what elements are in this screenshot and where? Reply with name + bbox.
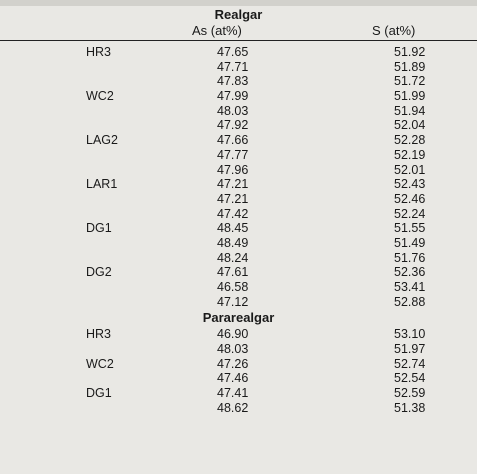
as-value: 47.83 [217, 74, 249, 89]
s-value: 52.28 [394, 133, 426, 148]
s-value: 52.04 [394, 118, 426, 133]
as-value: 46.58 [217, 280, 249, 294]
table-row: 48.03 51.97 [0, 342, 477, 357]
table-row: 47.71 51.89 [0, 60, 477, 75]
table-row: 47.83 51.72 [0, 74, 477, 89]
as-value: 47.66 [217, 133, 249, 148]
as-value: 46.90 [217, 327, 249, 342]
pararealgar-title: Pararealgar [202, 310, 275, 326]
as-value: 47.71 [217, 59, 249, 74]
as-value: 48.03 [217, 342, 249, 357]
s-value: 53.10 [394, 327, 426, 342]
as-value: 47.61 [217, 265, 249, 280]
as-value: 48.49 [217, 235, 249, 250]
s-value: 51.94 [394, 103, 426, 118]
as-value: 47.65 [217, 45, 249, 59]
as-value: 47.42 [217, 206, 249, 221]
table-row: DG1 47.41 52.59 [0, 386, 477, 401]
s-value: 52.01 [394, 162, 426, 177]
sample-id: LAG2 [86, 133, 118, 148]
sample-id: WC2 [86, 89, 114, 104]
s-value: 51.72 [394, 74, 426, 89]
composition-table: Realgar As (at%) S (at%) HR3 47.65 51.92 47… [0, 8, 477, 416]
as-value: 47.92 [217, 118, 249, 133]
as-value: 47.46 [217, 371, 249, 386]
as-value: 47.21 [217, 191, 249, 206]
as-value: 47.41 [217, 386, 249, 401]
s-value: 52.36 [394, 265, 426, 280]
table-row: DG2 47.61 52.36 [0, 265, 477, 280]
sample-id: HR3 [86, 327, 112, 342]
sample-id: DG1 [86, 386, 112, 401]
s-value: 52.88 [394, 294, 426, 309]
realgar-rows: HR3 47.65 51.92 47.71 51.89 47.83 51.72 WC2 47.9… [0, 45, 477, 309]
as-value: 48.03 [217, 103, 249, 118]
s-value: 52.59 [394, 386, 426, 401]
column-header-s: S (at%) [372, 23, 416, 38]
column-header-as: As (at%) [192, 23, 242, 38]
table-row: HR3 47.65 51.92 [0, 45, 477, 60]
table-row: 47.77 52.19 [0, 148, 477, 163]
s-value: 51.89 [394, 59, 426, 74]
as-value: 48.45 [217, 221, 249, 236]
s-value: 52.54 [394, 371, 426, 386]
table-row: 47.21 52.46 [0, 192, 477, 207]
as-value: 47.99 [217, 89, 249, 104]
table-row: WC2 47.99 51.99 [0, 89, 477, 104]
s-value: 52.74 [394, 356, 426, 371]
pararealgar-rows: HR3 46.90 53.10 48.03 51.97 WC2 47.26 52.74 47.4… [0, 327, 477, 415]
table-row: HR3 46.90 53.10 [0, 327, 477, 342]
sample-id: DG2 [86, 265, 112, 280]
as-value: 47.77 [217, 147, 249, 162]
as-value: 47.96 [217, 162, 249, 177]
s-value: 51.49 [394, 235, 426, 250]
page-top-edge [0, 0, 477, 6]
sample-id: DG1 [86, 221, 112, 236]
s-value: 51.99 [394, 89, 426, 104]
sample-id: LAR1 [86, 177, 118, 192]
s-value: 51.38 [394, 400, 426, 415]
s-value: 52.46 [394, 191, 426, 206]
table-row: 48.24 51.76 [0, 251, 477, 266]
as-value: 47.12 [217, 294, 249, 309]
s-value: 52.19 [394, 147, 426, 162]
as-value: 47.26 [217, 356, 249, 371]
table-row: 47.46 52.54 [0, 371, 477, 386]
sample-id: HR3 [86, 45, 112, 59]
s-value: 52.24 [394, 206, 426, 221]
s-value: 51.76 [394, 250, 426, 265]
table-row: 47.12 52.88 [0, 295, 477, 310]
as-value: 48.62 [217, 400, 249, 415]
table-row: LAR1 47.21 52.43 [0, 177, 477, 192]
table-row: 46.58 53.41 [0, 280, 477, 295]
s-value: 51.92 [394, 45, 426, 59]
table-title: Realgar [214, 7, 263, 22]
s-value: 53.41 [394, 280, 426, 294]
table-row: DG1 48.45 51.55 [0, 221, 477, 236]
header-rule [0, 40, 477, 41]
s-value: 51.97 [394, 342, 426, 357]
pararealgar-heading: Pararealgar [0, 309, 477, 327]
table-row: LAG2 47.66 52.28 [0, 133, 477, 148]
table-row: 47.42 52.24 [0, 207, 477, 222]
table-row: 47.96 52.01 [0, 163, 477, 178]
table-row: 48.03 51.94 [0, 104, 477, 119]
s-value: 51.55 [394, 221, 426, 236]
as-value: 47.21 [217, 177, 249, 192]
table-row: 47.92 52.04 [0, 118, 477, 133]
table-row: WC2 47.26 52.74 [0, 357, 477, 372]
header-row: As (at%) S (at%) [0, 22, 477, 40]
sample-id: WC2 [86, 356, 114, 371]
table-row: 48.49 51.49 [0, 236, 477, 251]
as-value: 48.24 [217, 250, 249, 265]
table-row: 48.62 51.38 [0, 401, 477, 416]
s-value: 52.43 [394, 177, 426, 192]
